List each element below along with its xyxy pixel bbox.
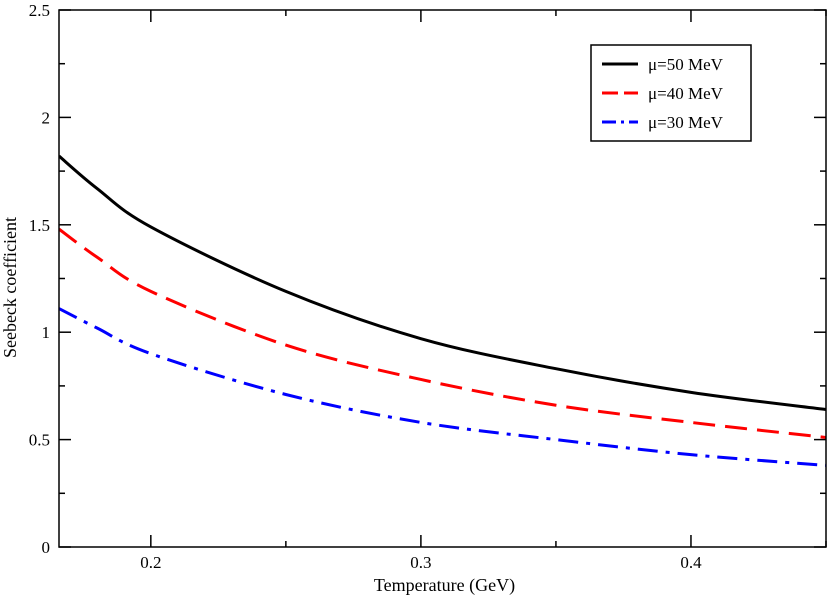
series-line-3: [59, 307, 826, 467]
x-tick-label: 0.3: [410, 553, 431, 572]
series-line-1: [59, 154, 826, 412]
y-tick-label: 0.5: [29, 431, 50, 450]
y-tick-label: 1: [42, 323, 51, 342]
legend-label-2: μ=40 MeV: [648, 84, 724, 103]
y-axis-title: Seebeck coefficient: [0, 217, 20, 358]
y-tick-label: 2.5: [29, 1, 50, 20]
y-tick-label: 2: [42, 108, 51, 127]
series-group: [59, 154, 826, 467]
legend-box: [590, 44, 752, 142]
y-tick-label: 0: [42, 538, 51, 557]
x-tick-label: 0.4: [680, 553, 702, 572]
legend-label-3: μ=30 MeV: [648, 113, 724, 132]
x-tick-label: 0.2: [140, 553, 161, 572]
legend-label-1: μ=50 MeV: [648, 55, 724, 74]
series-line-2: [59, 227, 826, 439]
x-axis-title: Temperature (GeV): [374, 575, 515, 596]
y-tick-label: 1.5: [29, 216, 50, 235]
